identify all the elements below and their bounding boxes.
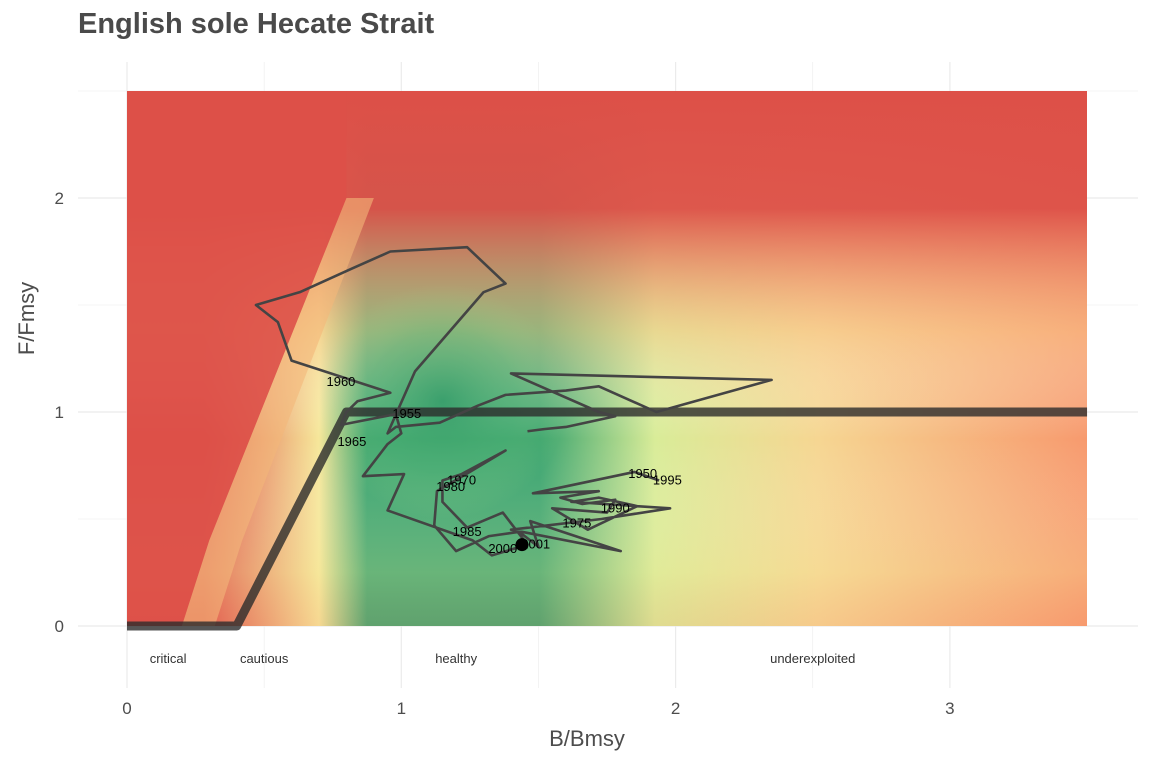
- year-label-1980: 1980: [436, 479, 465, 494]
- trajectory-line: [254, 245, 773, 557]
- current-point-marker: [515, 538, 529, 552]
- zone-caution-edge: [181, 198, 374, 626]
- x-tick-label: 3: [945, 699, 954, 718]
- x-tick-label: 2: [671, 699, 680, 718]
- zone-label-healthy: healthy: [435, 651, 477, 666]
- zone-background: [127, 91, 1088, 626]
- zone-label-underexploited: underexploited: [770, 651, 855, 666]
- zone-label-cautious: cautious: [240, 651, 289, 666]
- y-tick-label: 0: [55, 617, 64, 636]
- year-label-1990: 1990: [601, 500, 630, 515]
- year-label-1950: 1950: [628, 466, 657, 481]
- chart-title: English sole Hecate Strait: [78, 8, 435, 40]
- zone-critical: [127, 91, 347, 626]
- year-labels: 1950 1955 1960 1965 1970 1975 1980 1985 1990 1995…: [326, 374, 681, 556]
- year-label-1965: 1965: [337, 434, 366, 449]
- x-tick-label: 1: [397, 699, 406, 718]
- year-label-2000: 2000: [488, 541, 517, 556]
- reference-line: [127, 407, 1088, 631]
- year-label-1955: 1955: [392, 406, 421, 421]
- year-label-1995: 1995: [653, 472, 682, 487]
- axis-ticks: 0 1 2 3 0 1 2: [55, 189, 955, 718]
- current-point: [515, 538, 529, 552]
- x-tick-label: 0: [122, 699, 131, 718]
- zone-healthy-core: [319, 283, 566, 519]
- year-label-2001: 2001: [521, 537, 550, 552]
- trajectory-path: [254, 245, 773, 557]
- year-label-1985: 1985: [453, 524, 482, 539]
- y-tick-label: 2: [55, 189, 64, 208]
- year-label-1960: 1960: [326, 374, 355, 389]
- zone-labels: critical cautious healthy underexploited: [150, 651, 856, 666]
- year-label-1975: 1975: [562, 515, 591, 530]
- y-axis-title: F/Fmsy: [14, 282, 39, 355]
- year-label-1970: 1970: [447, 472, 476, 487]
- x-axis-title: B/Bmsy: [549, 726, 625, 751]
- zone-label-critical: critical: [150, 651, 187, 666]
- reference-line-path: [127, 407, 1088, 631]
- y-tick-label: 1: [55, 403, 64, 422]
